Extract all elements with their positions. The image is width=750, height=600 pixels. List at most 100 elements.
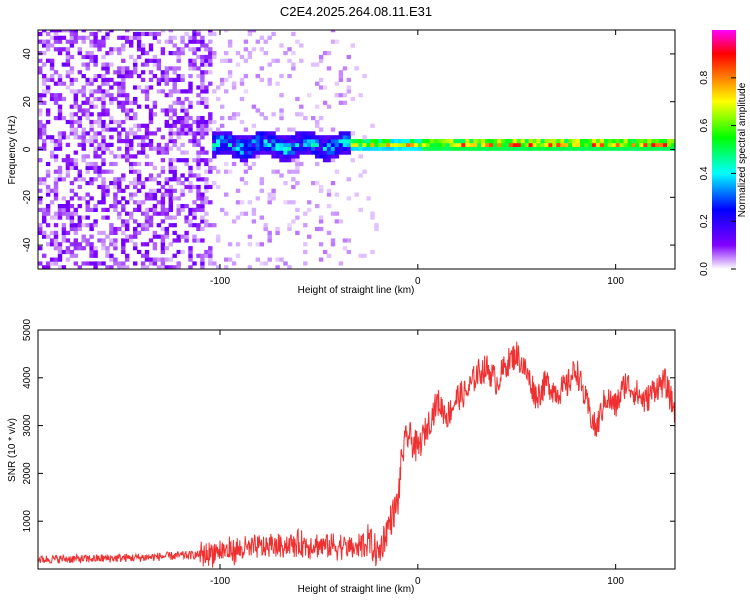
spectrogram-cell bbox=[113, 207, 118, 212]
spectrogram-cell bbox=[133, 184, 138, 190]
spectrogram-cells bbox=[38, 30, 675, 269]
spectrogram-cell bbox=[61, 96, 67, 102]
spectrogram-cell bbox=[362, 142, 367, 147]
spectrogram-cell bbox=[271, 112, 276, 117]
spectrogram-cell bbox=[671, 146, 675, 151]
spectrogram-cell bbox=[208, 31, 213, 37]
spectrogram-cell bbox=[45, 261, 51, 266]
spectrogram-cell bbox=[322, 154, 328, 159]
spectrogram-cell bbox=[346, 85, 351, 90]
spectrogram-cell bbox=[101, 230, 106, 235]
spectrogram-cell bbox=[512, 146, 518, 151]
spectrogram-cell bbox=[449, 146, 454, 151]
spectrogram-cell bbox=[172, 169, 177, 174]
spectrogram-cell bbox=[136, 181, 142, 186]
colorbar-tick-label: 0.2 bbox=[699, 214, 710, 228]
spectrogram-cell bbox=[117, 211, 122, 216]
spectrogram-cell bbox=[330, 158, 336, 163]
spectrogram-cell bbox=[57, 257, 63, 262]
spectrogram-cell bbox=[77, 219, 82, 224]
spectrogram-cell bbox=[89, 142, 94, 147]
snr-x-ticks: -100 0 100 bbox=[210, 330, 624, 587]
y-tick-label: -20 bbox=[22, 190, 33, 205]
spectrogram-cell bbox=[160, 158, 166, 163]
spectrogram-cell bbox=[136, 173, 142, 178]
spectrogram-cell bbox=[473, 139, 478, 144]
spectrogram-cell bbox=[588, 142, 593, 147]
spectrogram-cell bbox=[425, 139, 431, 144]
spectrogram-cell bbox=[398, 142, 403, 147]
spectrogram-cell bbox=[164, 211, 169, 216]
x-tick-label: 0 bbox=[415, 576, 421, 587]
spectrogram-cell bbox=[263, 116, 268, 121]
spectrogram-cell bbox=[85, 81, 90, 86]
spectrogram-cell bbox=[69, 127, 75, 132]
spectrogram-cell bbox=[184, 161, 189, 167]
spectrogram-cell bbox=[121, 77, 126, 82]
spectrogram-cell bbox=[176, 177, 181, 182]
spectrogram-cell bbox=[164, 257, 169, 262]
spectrogram-cell bbox=[180, 142, 185, 147]
spectrogram-cell bbox=[208, 47, 213, 52]
spectrogram-cell bbox=[196, 154, 201, 159]
spectrogram-cell bbox=[200, 196, 205, 201]
spectrogram-cell bbox=[595, 142, 601, 147]
spectrogram-cell bbox=[318, 142, 324, 147]
spectrogram-cell bbox=[85, 169, 90, 174]
spectrogram-cell bbox=[445, 142, 450, 147]
spectrogram-cell bbox=[338, 74, 344, 79]
spectrogram-cell bbox=[65, 30, 71, 33]
spectrogram-cell bbox=[243, 181, 249, 186]
spectrogram-cell bbox=[101, 93, 106, 98]
spectrogram-cell bbox=[160, 196, 166, 201]
spectrogram-cell bbox=[133, 192, 138, 197]
spectrogram-cell bbox=[168, 161, 173, 167]
spectrogram-cell bbox=[101, 127, 106, 132]
spectrogram-cell bbox=[259, 242, 264, 247]
spectrogram-cell bbox=[168, 127, 173, 132]
spectrogram-cell bbox=[109, 161, 114, 167]
spectrogram-cell bbox=[180, 249, 185, 255]
spectrogram-cell bbox=[38, 108, 43, 113]
spectrogram-cell bbox=[81, 234, 86, 239]
spectrogram-cell bbox=[85, 108, 90, 113]
spectrogram-cell bbox=[303, 223, 308, 228]
spectrogram-cell bbox=[121, 219, 126, 224]
spectrogram-cell bbox=[117, 70, 122, 75]
spectrogram-cell bbox=[156, 127, 162, 132]
spectrogram-cell bbox=[255, 154, 260, 159]
spectrogram-cell bbox=[196, 30, 201, 33]
spectrogram-cell bbox=[251, 142, 257, 147]
spectrogram-cell bbox=[295, 230, 300, 235]
spectrogram-cell bbox=[564, 146, 569, 151]
spectrogram-cell bbox=[208, 51, 213, 56]
spectrogram-cell bbox=[89, 223, 94, 228]
spectrogram-cell bbox=[160, 108, 166, 113]
spectrogram-cell bbox=[101, 123, 106, 128]
spectrogram-cell bbox=[330, 154, 336, 159]
spectrogram-cell bbox=[326, 51, 332, 56]
spectrogram-cell bbox=[73, 177, 78, 182]
spectrogram-cell bbox=[532, 146, 537, 151]
spectrogram-cell bbox=[283, 261, 288, 266]
spectrogram-cell bbox=[235, 253, 241, 258]
spectrogram-cell bbox=[224, 265, 229, 269]
spectrogram-cell bbox=[279, 139, 284, 144]
spectrogram-cell bbox=[168, 215, 173, 220]
spectrogram-cell bbox=[133, 230, 138, 235]
spectrogram-cell bbox=[303, 116, 308, 121]
spectrogram-cell bbox=[101, 192, 106, 197]
spectrogram-cell bbox=[544, 146, 549, 151]
spectrogram-cell bbox=[53, 242, 59, 247]
spectrogram-cell bbox=[176, 127, 181, 132]
spectrogram-cell bbox=[172, 119, 177, 125]
spectrogram-cell bbox=[97, 230, 102, 235]
spectrogram-cell bbox=[93, 54, 98, 60]
spectrogram-cell bbox=[81, 89, 86, 94]
spectrogram-cell bbox=[156, 257, 162, 262]
spectrogram-cell bbox=[38, 230, 43, 235]
spectrogram-cell bbox=[125, 226, 130, 232]
spectrogram-cell bbox=[279, 93, 284, 98]
spectrogram-cell bbox=[164, 77, 169, 82]
spectrogram-cell bbox=[109, 119, 114, 125]
